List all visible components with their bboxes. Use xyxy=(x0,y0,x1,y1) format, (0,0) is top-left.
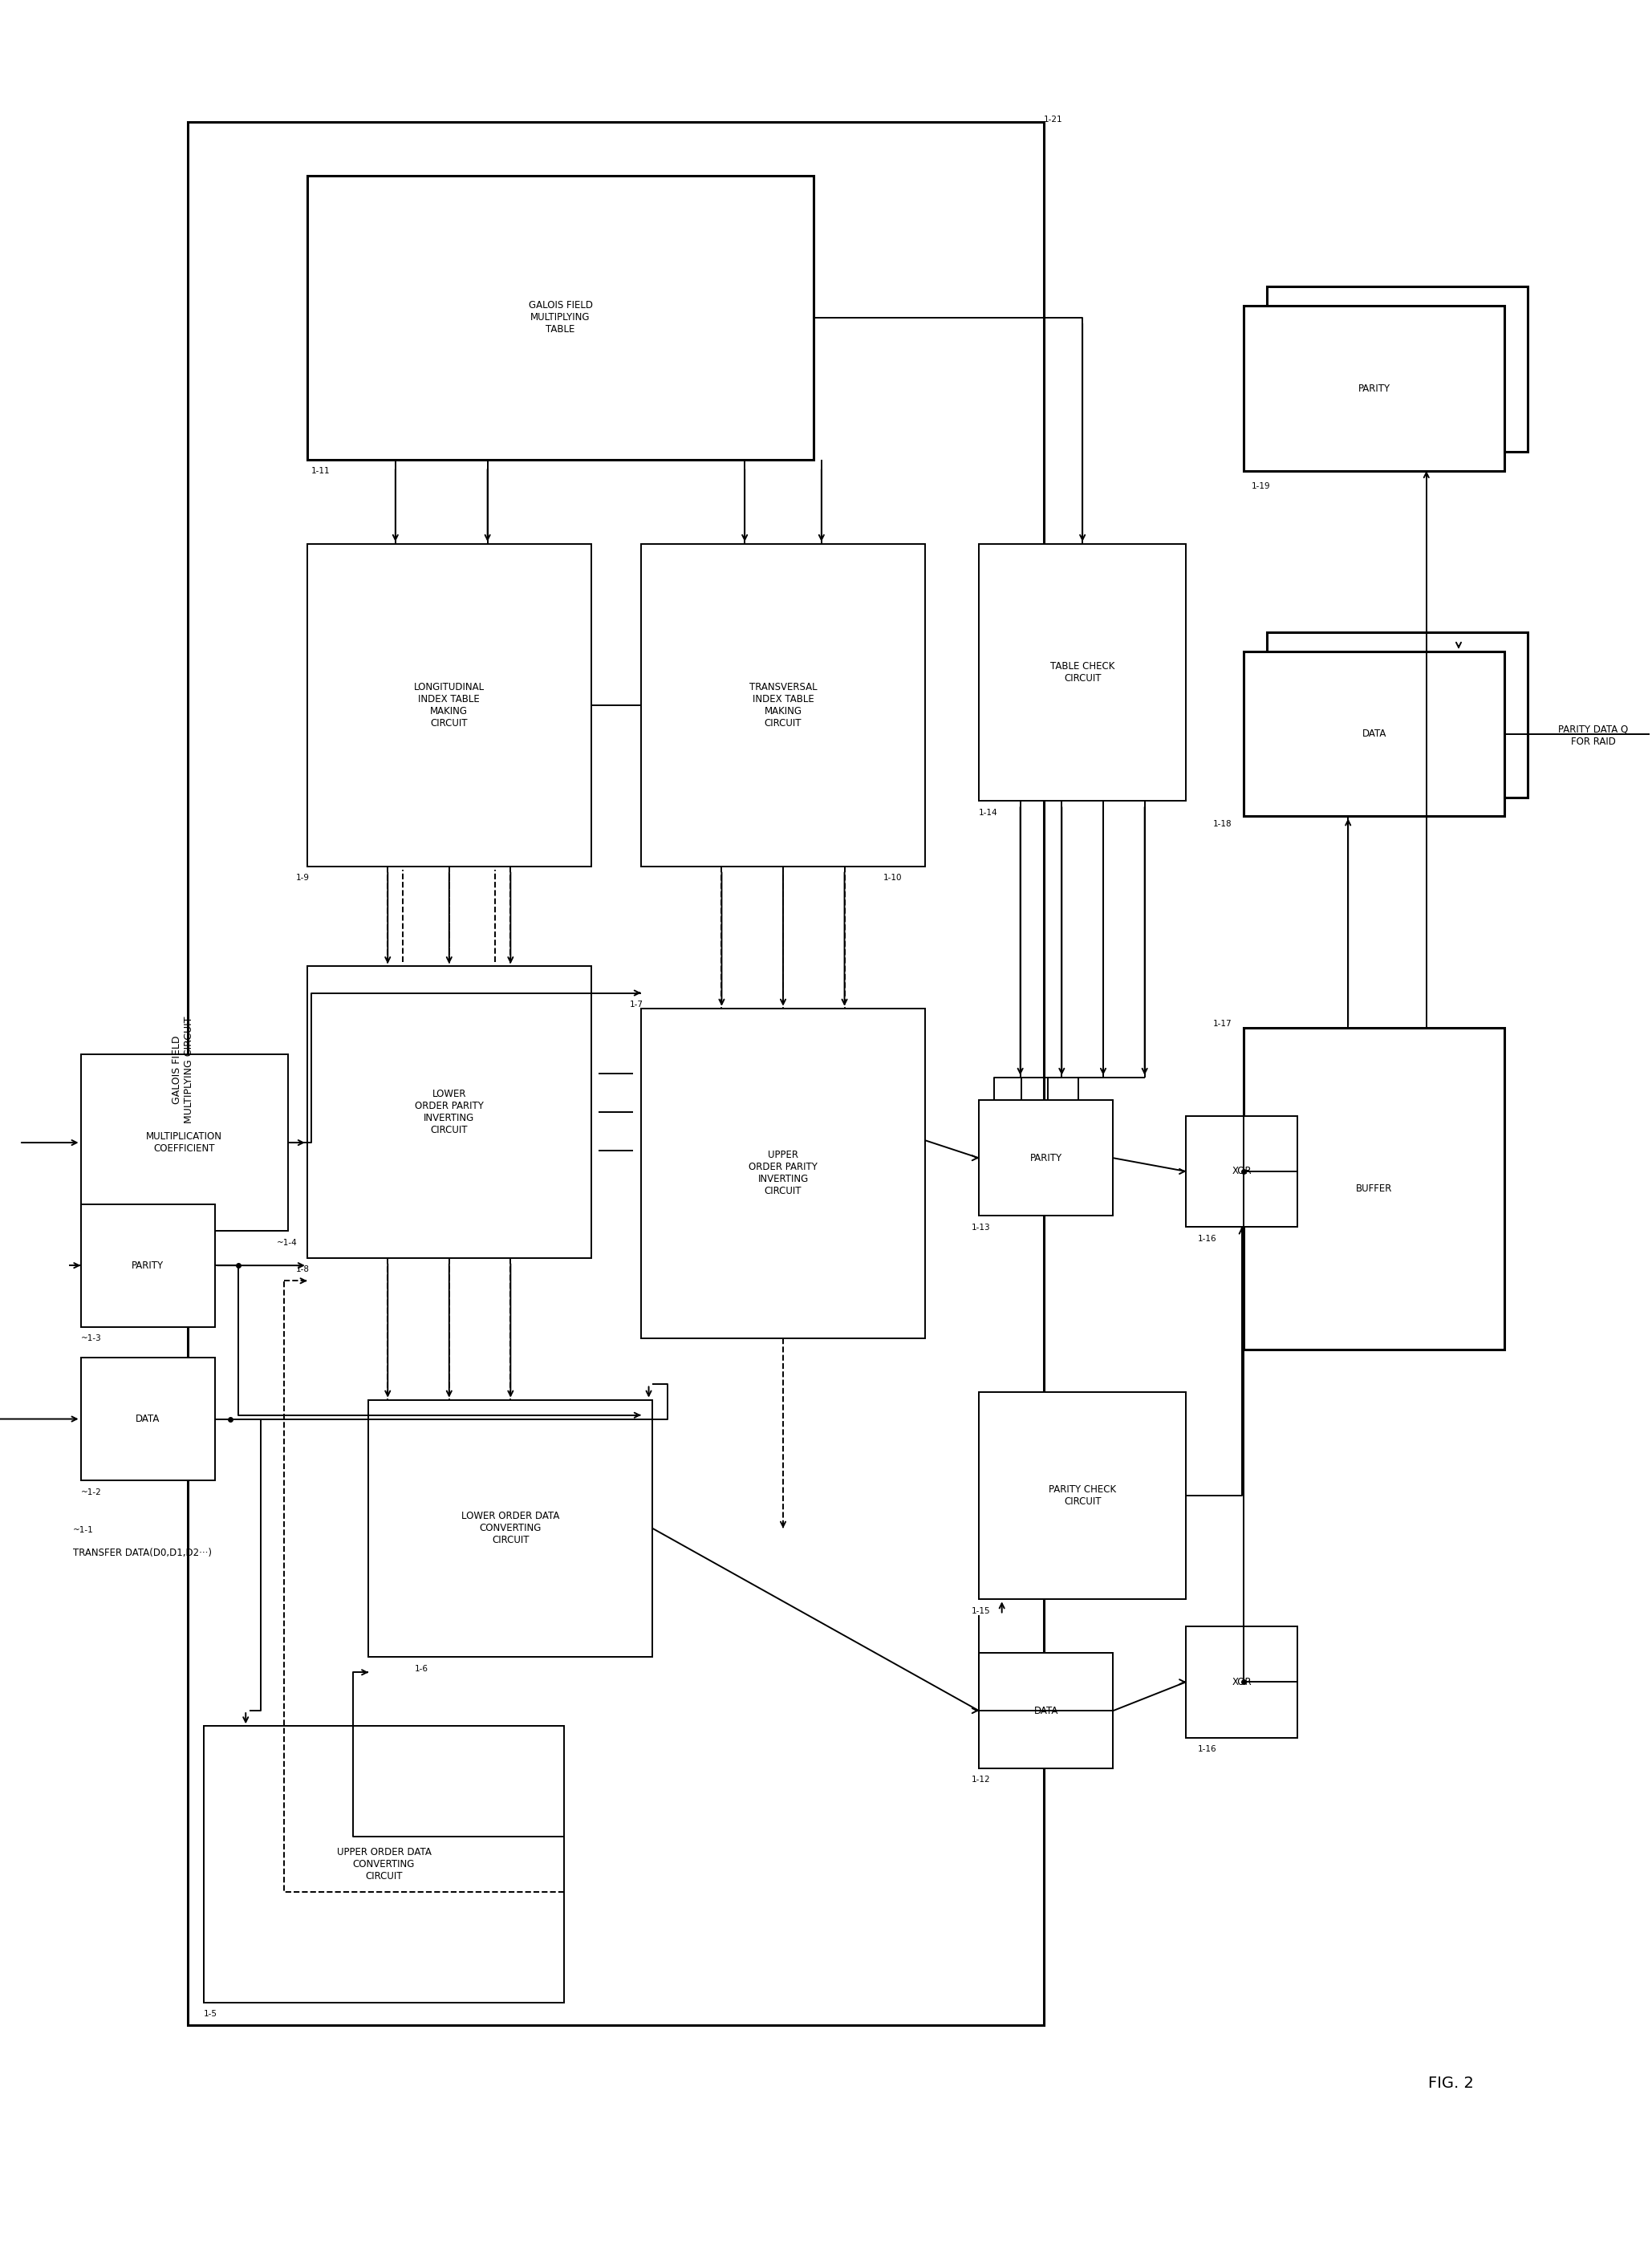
Bar xyxy=(81,1359,215,1480)
Text: PARITY: PARITY xyxy=(1358,383,1391,394)
Text: ~1-2: ~1-2 xyxy=(81,1487,101,1496)
Bar xyxy=(188,122,1044,2025)
Text: XOR: XOR xyxy=(1232,1676,1252,1687)
Text: BUFFER: BUFFER xyxy=(1356,1183,1393,1194)
Text: ~1-1: ~1-1 xyxy=(73,1525,94,1534)
Bar xyxy=(980,543,1186,802)
Bar xyxy=(641,1009,925,1338)
Bar xyxy=(203,1726,565,2003)
Bar xyxy=(307,543,591,865)
Text: UPPER
ORDER PARITY
INVERTING
CIRCUIT: UPPER ORDER PARITY INVERTING CIRCUIT xyxy=(748,1149,818,1196)
Text: 1-14: 1-14 xyxy=(980,809,998,816)
Text: UPPER ORDER DATA
CONVERTING
CIRCUIT: UPPER ORDER DATA CONVERTING CIRCUIT xyxy=(337,1847,431,1881)
Text: 1-16: 1-16 xyxy=(1198,1746,1216,1753)
Text: PARITY: PARITY xyxy=(1029,1154,1062,1163)
Bar xyxy=(1186,1115,1297,1228)
Text: DATA: DATA xyxy=(1034,1706,1059,1717)
Text: 1-9: 1-9 xyxy=(296,874,309,881)
Text: TRANSFER DATA(D0,D1,D2···): TRANSFER DATA(D0,D1,D2···) xyxy=(73,1548,211,1559)
Text: DATA: DATA xyxy=(135,1415,160,1424)
Text: GALOIS FIELD
MULTIPLYING
TABLE: GALOIS FIELD MULTIPLYING TABLE xyxy=(529,300,593,336)
Bar xyxy=(1267,633,1528,798)
Text: 1-15: 1-15 xyxy=(971,1606,990,1615)
Bar xyxy=(81,1054,287,1230)
Text: FIG. 2: FIG. 2 xyxy=(1427,2075,1474,2091)
Text: ~1-3: ~1-3 xyxy=(81,1334,101,1343)
Bar xyxy=(1244,306,1505,471)
Text: 1-7: 1-7 xyxy=(629,1000,643,1009)
Bar xyxy=(368,1399,653,1656)
Text: GALOIS FIELD
MULTIPLYING CIRCUIT: GALOIS FIELD MULTIPLYING CIRCUIT xyxy=(172,1016,193,1124)
Bar xyxy=(641,543,925,865)
Bar xyxy=(307,176,814,460)
Bar xyxy=(1244,651,1505,816)
Text: 1-10: 1-10 xyxy=(882,874,902,881)
Text: MULTIPLICATION
COEFFICIENT: MULTIPLICATION COEFFICIENT xyxy=(145,1131,223,1154)
Text: 1-8: 1-8 xyxy=(296,1266,309,1273)
Text: ~1-4: ~1-4 xyxy=(276,1239,297,1246)
Bar xyxy=(980,1099,1113,1217)
Bar xyxy=(980,1654,1113,1769)
Text: PARITY DATA Q
FOR RAID: PARITY DATA Q FOR RAID xyxy=(1558,725,1629,748)
Text: XOR: XOR xyxy=(1232,1167,1252,1176)
Text: LONGITUDINAL
INDEX TABLE
MAKING
CIRCUIT: LONGITUDINAL INDEX TABLE MAKING CIRCUIT xyxy=(413,683,484,728)
Bar xyxy=(980,1392,1186,1600)
Text: 1-16: 1-16 xyxy=(1198,1235,1216,1244)
Text: LOWER ORDER DATA
CONVERTING
CIRCUIT: LOWER ORDER DATA CONVERTING CIRCUIT xyxy=(461,1512,560,1546)
Text: 1-5: 1-5 xyxy=(203,2010,216,2019)
Text: 1-6: 1-6 xyxy=(415,1665,428,1672)
Text: 1-17: 1-17 xyxy=(1213,1021,1232,1027)
Text: LOWER
ORDER PARITY
INVERTING
CIRCUIT: LOWER ORDER PARITY INVERTING CIRCUIT xyxy=(415,1088,484,1136)
Text: 1-18: 1-18 xyxy=(1213,820,1232,829)
Bar xyxy=(81,1203,215,1327)
Text: PARITY CHECK
CIRCUIT: PARITY CHECK CIRCUIT xyxy=(1049,1485,1117,1507)
Text: DATA: DATA xyxy=(1361,728,1386,739)
Bar xyxy=(1267,286,1528,451)
Bar xyxy=(1186,1627,1297,1737)
Text: 1-11: 1-11 xyxy=(311,466,330,475)
Bar xyxy=(307,967,591,1257)
Bar xyxy=(1244,1027,1505,1350)
Text: TRANSVERSAL
INDEX TABLE
MAKING
CIRCUIT: TRANSVERSAL INDEX TABLE MAKING CIRCUIT xyxy=(748,683,818,728)
Text: 1-19: 1-19 xyxy=(1251,482,1270,491)
Text: 1-21: 1-21 xyxy=(1044,115,1062,124)
Text: PARITY: PARITY xyxy=(132,1259,164,1271)
Text: 1-12: 1-12 xyxy=(971,1775,990,1784)
Text: TABLE CHECK
CIRCUIT: TABLE CHECK CIRCUIT xyxy=(1051,660,1115,683)
Text: 1-13: 1-13 xyxy=(971,1223,990,1230)
